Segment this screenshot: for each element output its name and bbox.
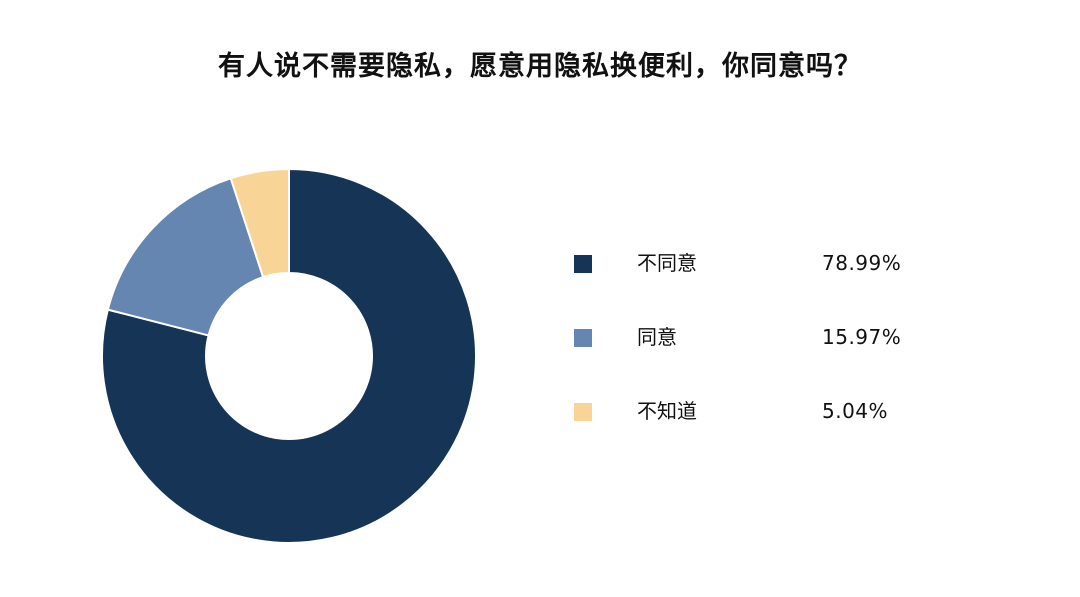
legend-item: 不知道 5.04% bbox=[572, 395, 932, 469]
legend-value: 15.97% bbox=[822, 325, 902, 349]
legend-swatch bbox=[574, 403, 592, 421]
chart-title: 有人说不需要隐私，愿意用隐私换便利，你同意吗？ bbox=[218, 51, 862, 82]
donut-slice-0 bbox=[101, 167, 477, 544]
legend-value: 5.04% bbox=[822, 399, 889, 423]
legend-label: 不同意 bbox=[637, 251, 697, 275]
legend-item: 同意 15.97% bbox=[572, 321, 932, 395]
legend-label: 不知道 bbox=[637, 399, 697, 423]
legend-label: 同意 bbox=[637, 325, 677, 349]
legend-swatch bbox=[574, 329, 592, 347]
donut-slice-2 bbox=[229, 167, 290, 279]
legend: 不同意 78.99% 同意 15.97% 不知道 5.04% bbox=[572, 247, 932, 469]
legend-item: 不同意 78.99% bbox=[572, 247, 932, 321]
donut-slice-1 bbox=[106, 177, 265, 337]
legend-swatch bbox=[574, 255, 592, 273]
legend-value: 78.99% bbox=[822, 251, 902, 275]
